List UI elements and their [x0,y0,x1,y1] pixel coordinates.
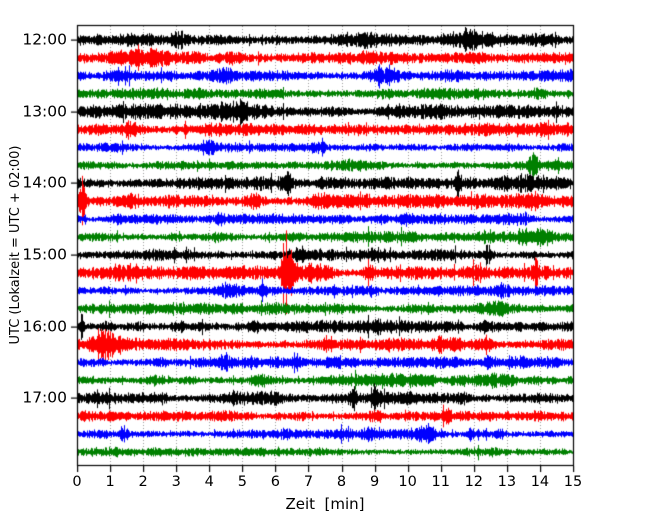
x-tick-label: 13 [497,474,517,490]
x-tick-label: 4 [204,474,214,490]
x-tick-label: 5 [237,474,247,490]
y-tick-label: 17:00 [22,388,67,407]
x-tick-label: 12 [464,474,484,490]
x-tick-label: 2 [138,474,148,490]
x-tick-label: 10 [398,474,417,490]
x-tick-label: 1 [105,474,115,490]
x-tick-label: 15 [563,474,583,490]
x-axis-label: Zeit [min] [285,495,365,513]
x-tick-label: 6 [270,474,281,490]
x-tick-label: 7 [303,474,314,490]
y-tick-label: 13:00 [22,101,67,120]
x-tick-label: 14 [530,474,550,490]
y-tick-label: 16:00 [22,316,67,335]
y-axis-label: UTC (Lokalzeit = UTC + 02:00) [8,145,23,345]
x-tick-label: 11 [431,474,450,490]
y-tick-label: 14:00 [22,173,67,192]
x-tick-label: 3 [171,474,181,490]
x-tick-label: 0 [72,474,82,490]
x-tick-label: 9 [369,474,380,490]
x-tick-label: 8 [336,474,347,490]
y-tick-label: 12:00 [22,30,67,49]
y-tick-label: 15:00 [22,245,67,264]
